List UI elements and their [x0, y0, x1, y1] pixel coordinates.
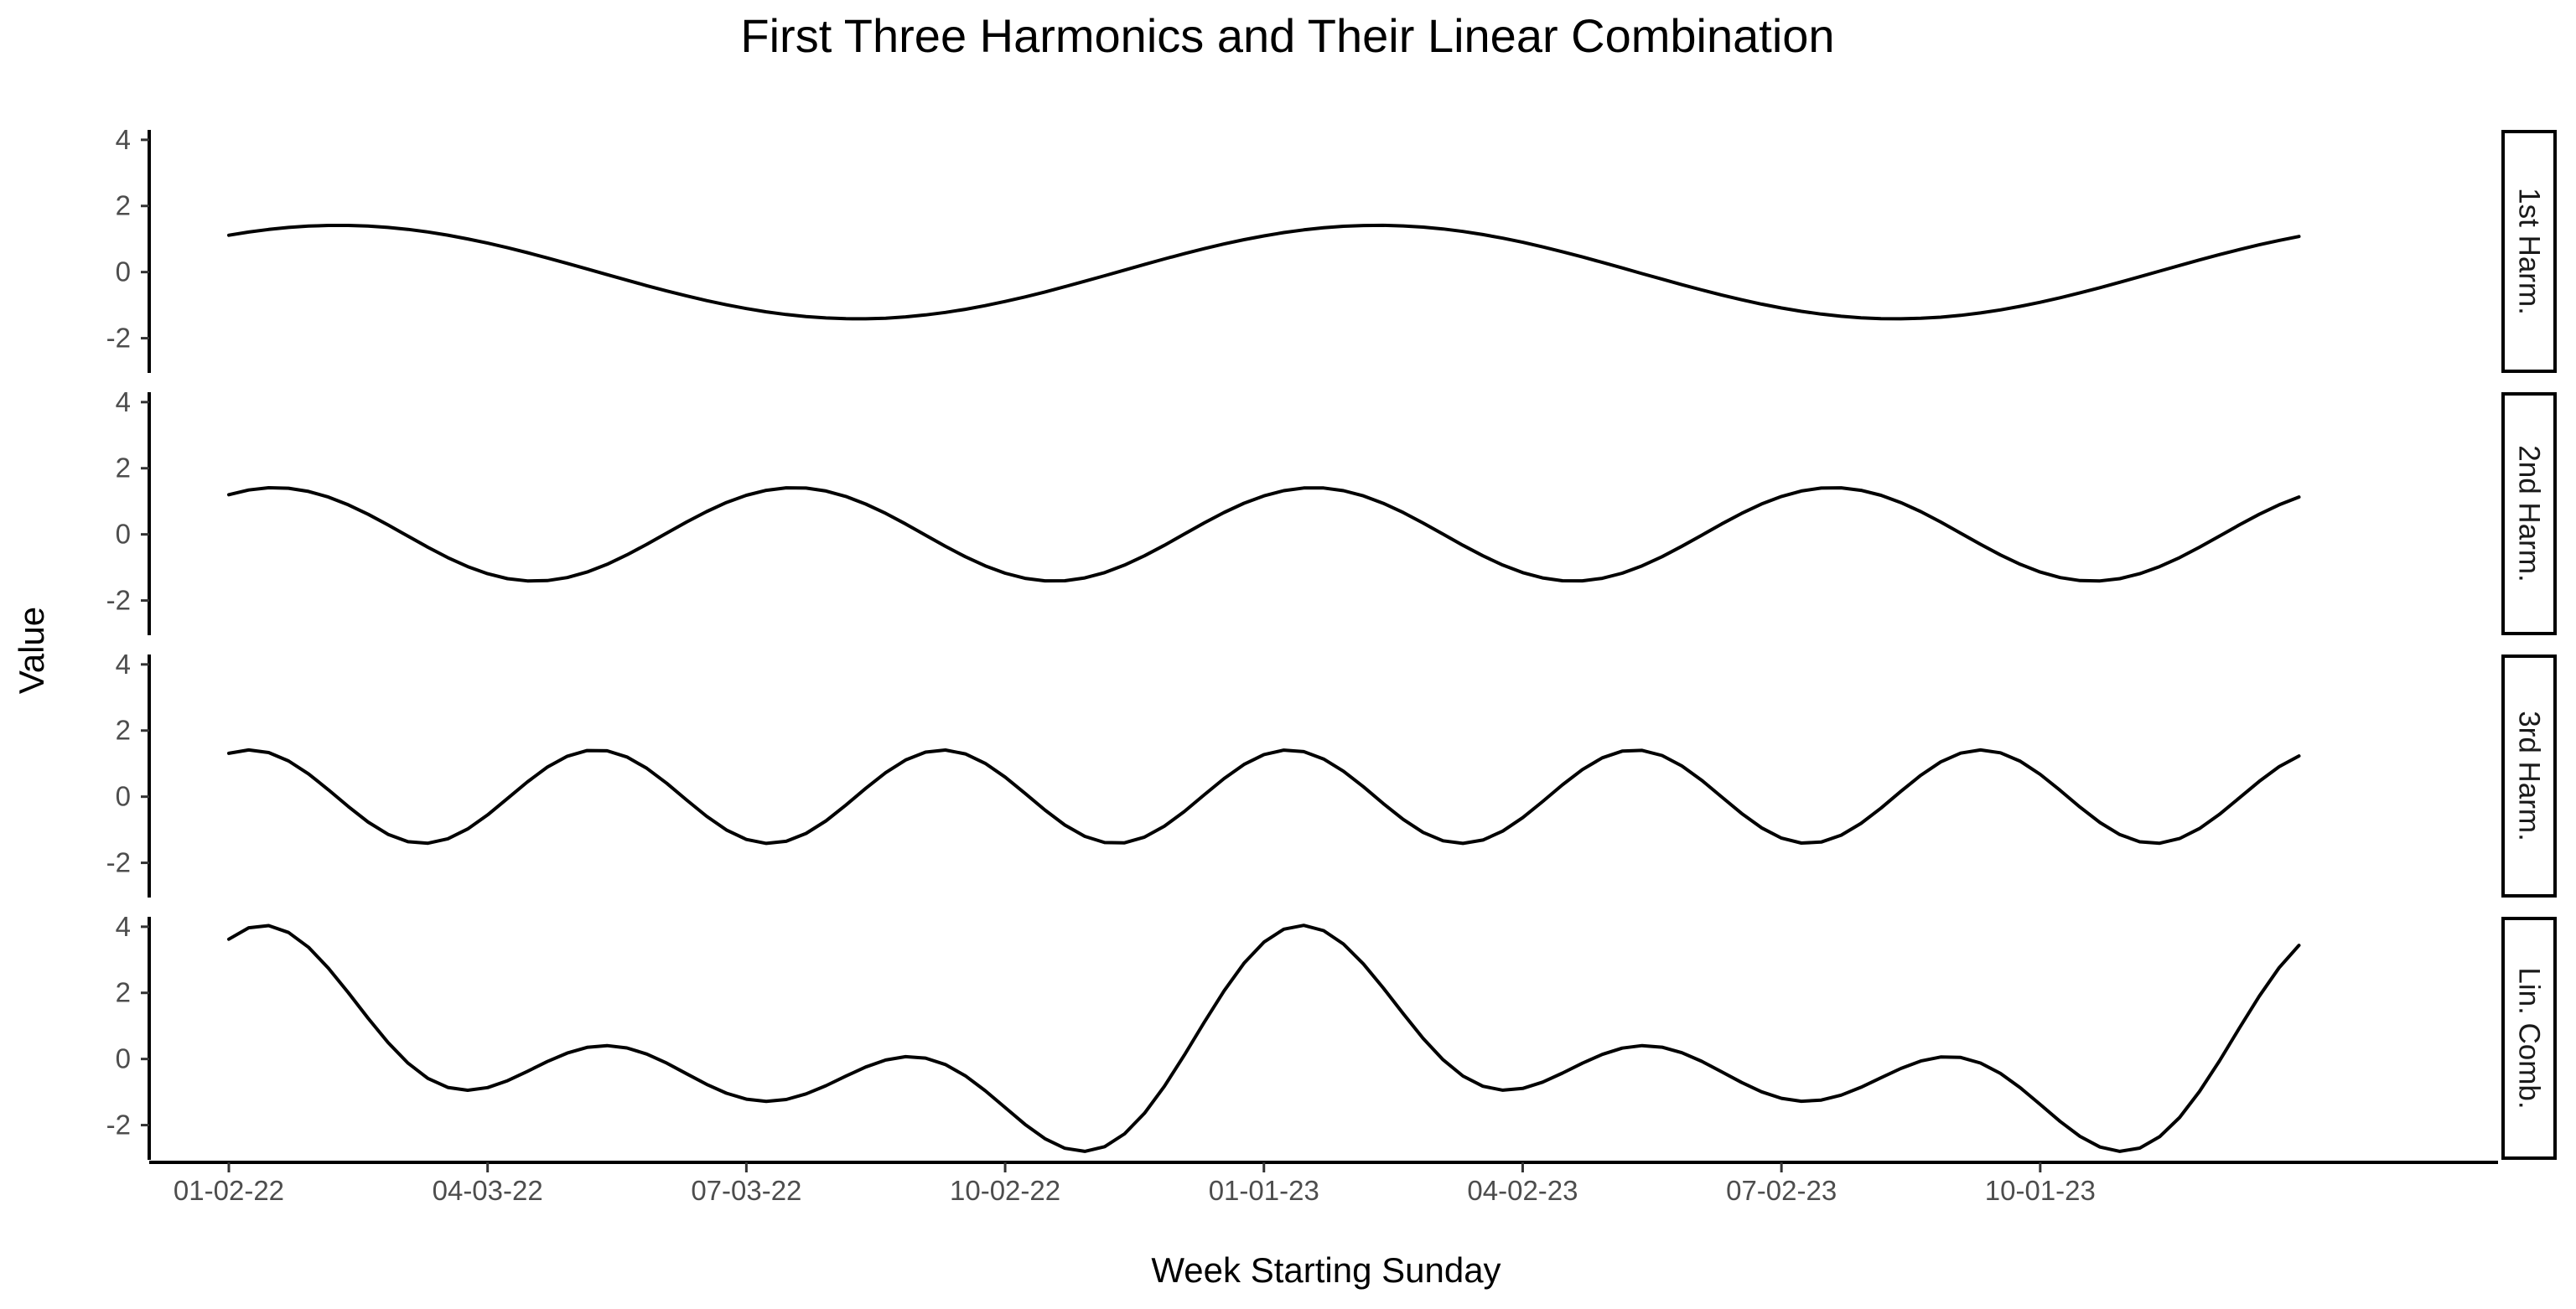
chart-title: First Three Harmonics and Their Linear C… — [740, 9, 1834, 62]
x-tick-label: 07-02-23 — [1726, 1175, 1837, 1206]
x-tick-label: 10-02-22 — [950, 1175, 1060, 1206]
y-axis-title: Value — [12, 607, 51, 694]
strip-label: 3rd Harm. — [2513, 711, 2546, 841]
x-tick-label: 01-01-23 — [1209, 1175, 1319, 1206]
y-tick-label: 4 — [116, 649, 131, 680]
x-tick-label: 10-01-23 — [1985, 1175, 2096, 1206]
strip-box — [2501, 654, 2557, 898]
x-axis-title: Week Starting Sunday — [1151, 1250, 1501, 1290]
x-axis: 01-02-22 04-03-22 07-03-22 10-02-22 01-01-23… — [149, 1161, 2498, 1206]
series-line — [227, 486, 2301, 583]
x-tick-label: 04-02-23 — [1467, 1175, 1578, 1206]
strip-box — [2501, 917, 2557, 1160]
facet-panel: -2 0 2 4 2nd Harm. — [106, 386, 2557, 635]
y-tick-label: 4 — [116, 911, 131, 942]
strip-box — [2501, 392, 2557, 635]
strip-label: 2nd Harm. — [2513, 445, 2546, 582]
y-tick-label: -2 — [106, 847, 131, 878]
series-line — [227, 924, 2301, 1153]
y-tick-label: 0 — [116, 1043, 131, 1074]
strip-label: 1st Harm. — [2513, 188, 2546, 315]
y-tick-label: -2 — [106, 1110, 131, 1141]
facet-panels: -2 0 2 4 1st Harm. -2 0 2 4 2nd Harm. -2 0 2 4 3rd Har… — [106, 124, 2557, 1160]
y-tick-label: 4 — [116, 124, 131, 155]
series-line — [227, 748, 2301, 846]
y-tick-label: -2 — [106, 323, 131, 354]
facet-strip: 3rd Harm. — [2501, 654, 2557, 898]
y-tick-label: 4 — [116, 386, 131, 417]
facet-panel: -2 0 2 4 1st Harm. — [106, 124, 2557, 373]
series-line — [227, 223, 2301, 321]
y-tick-label: 0 — [116, 256, 131, 287]
y-tick-label: 0 — [116, 519, 131, 550]
facet-strip: 1st Harm. — [2501, 130, 2557, 373]
y-tick-label: 2 — [116, 453, 131, 484]
facet-strip: Lin. Comb. — [2501, 917, 2557, 1160]
x-tick-label: 07-03-22 — [691, 1175, 801, 1206]
strip-label: Lin. Comb. — [2513, 967, 2546, 1109]
strip-box — [2501, 130, 2557, 373]
y-tick-label: 2 — [116, 977, 131, 1008]
y-tick-label: 2 — [116, 715, 131, 746]
y-tick-label: -2 — [106, 585, 131, 616]
facet-panel: -2 0 2 4 3rd Harm. — [106, 649, 2557, 898]
x-tick-label: 01-02-22 — [174, 1175, 284, 1206]
facet-strip: 2nd Harm. — [2501, 392, 2557, 635]
y-tick-label: 0 — [116, 781, 131, 812]
x-tick-label: 04-03-22 — [433, 1175, 543, 1206]
facet-panel: -2 0 2 4 Lin. Comb. — [106, 911, 2557, 1160]
y-tick-label: 2 — [116, 190, 131, 221]
